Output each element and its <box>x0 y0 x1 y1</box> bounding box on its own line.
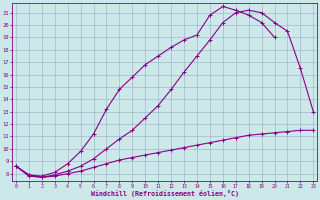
X-axis label: Windchill (Refroidissement éolien,°C): Windchill (Refroidissement éolien,°C) <box>91 190 239 197</box>
